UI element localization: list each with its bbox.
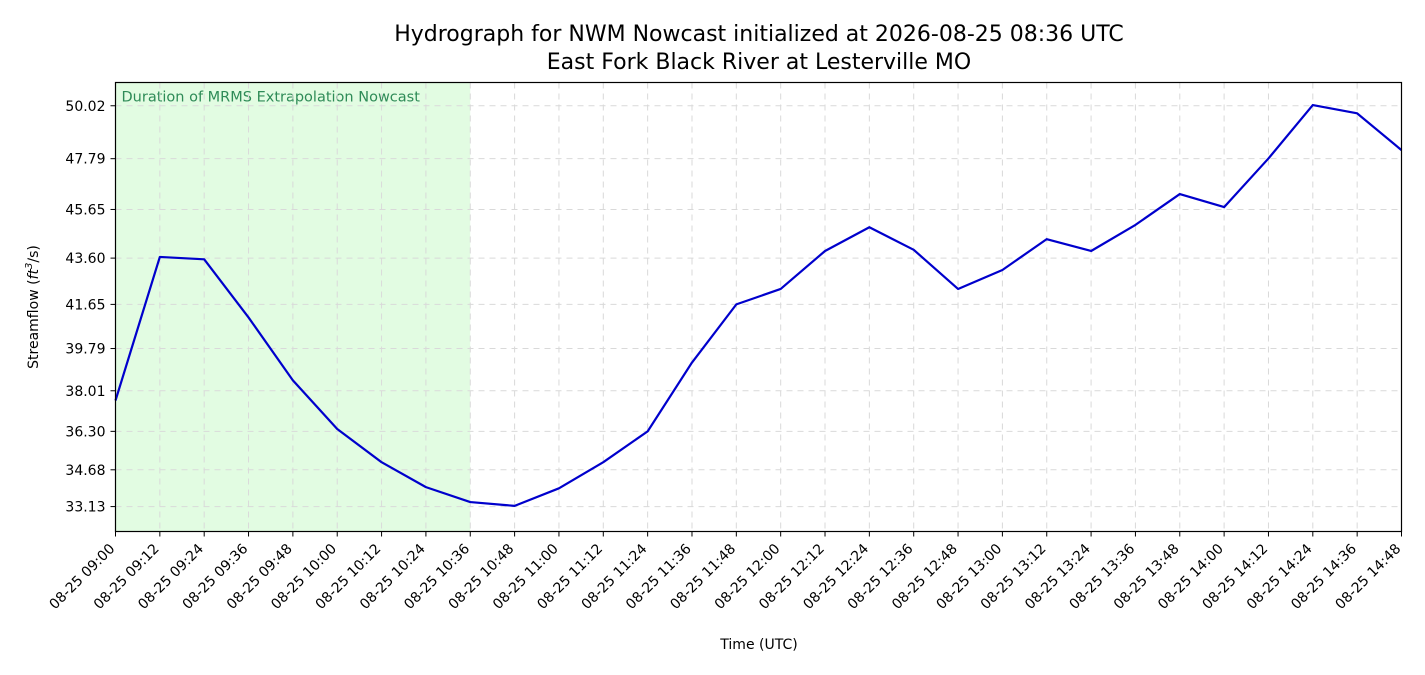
plot-frame xyxy=(114,81,1403,533)
y-tick-label: 36.30 xyxy=(65,424,105,440)
y-tick-label: 45.65 xyxy=(65,202,105,218)
x-axis-label: Time (UTC) xyxy=(719,637,797,653)
y-tick-label: 33.13 xyxy=(65,500,105,516)
y-tick-label: 41.65 xyxy=(65,297,105,313)
y-tick-label: 50.02 xyxy=(65,99,105,115)
y-tick-label: 47.79 xyxy=(65,152,105,168)
chart-subtitle: East Fork Black River at Lesterville MO xyxy=(547,50,971,75)
y-tick-label: 38.01 xyxy=(65,384,105,400)
y-tick-label: 39.79 xyxy=(65,342,105,358)
y-tick-label: 43.60 xyxy=(65,251,105,267)
y-axis-label: Streamflow (ft3/s) xyxy=(24,245,42,369)
streamflow-line xyxy=(114,103,1403,507)
chart-title: Hydrograph for NWM Nowcast initialized a… xyxy=(394,22,1124,47)
y-tick-label: 34.68 xyxy=(65,463,105,479)
shaded-region-label: Duration of MRMS Extrapolation Nowcast xyxy=(122,90,421,106)
